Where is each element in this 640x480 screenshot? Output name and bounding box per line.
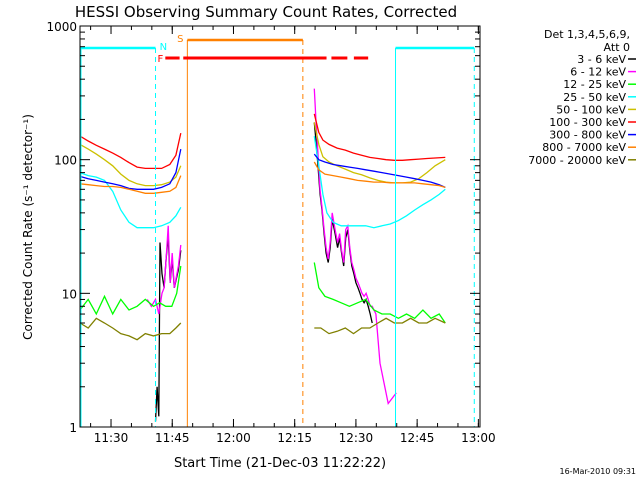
- series-line-3: [79, 171, 182, 229]
- x-axis-label: Start Time (21-Dec-03 11:22:22): [174, 456, 386, 471]
- y-tick-label: 100: [54, 154, 77, 168]
- series-line-7: [313, 161, 446, 189]
- legend-item-label: 3 - 6 keV: [577, 53, 626, 66]
- series-line-0: [154, 235, 182, 422]
- legend-header-line1: Det 1,3,4,5,6,9,: [544, 28, 630, 41]
- x-tick-label: 11:45: [155, 431, 190, 445]
- series-line-2: [79, 265, 182, 316]
- chart-title: HESSI Observing Summary Count Rates, Cor…: [75, 3, 457, 21]
- legend-header-line2: Att 0: [604, 41, 630, 54]
- plot-frame: [79, 25, 481, 428]
- legend-item-label: 100 - 300 keV: [549, 116, 626, 129]
- y-tick-label: 10: [62, 287, 77, 301]
- x-tick-label: 12:45: [400, 431, 435, 445]
- saa-flag-label: S: [177, 34, 183, 45]
- x-tick-label: 11:30: [94, 431, 129, 445]
- footer-date: 16-Mar-2010 09:31: [560, 467, 637, 476]
- series-line-7: [79, 175, 182, 194]
- legend-item-label: 12 - 25 keV: [563, 78, 626, 91]
- series-line-6: [313, 153, 446, 188]
- flare-flag-label: F: [158, 54, 164, 65]
- series-line-8: [314, 317, 446, 335]
- series-line-1: [313, 88, 397, 406]
- series-line-6: [79, 148, 182, 190]
- series-line-5: [79, 132, 182, 170]
- y-tick-label: 1000: [46, 20, 77, 34]
- series-line-2: [313, 262, 446, 324]
- legend-item-label: 7000 - 20000 keV: [528, 154, 626, 167]
- series-line-1: [146, 225, 182, 315]
- night-flag-label: N: [160, 42, 167, 53]
- y-axis-label: Corrected Count Rate (s⁻¹ detector⁻¹): [21, 114, 35, 340]
- x-tick-label: 13:00: [461, 431, 496, 445]
- series-line-4: [313, 122, 446, 184]
- x-tick-label: 12:15: [277, 431, 312, 445]
- series-line-5: [313, 113, 446, 161]
- legend-item-label: 800 - 7000 keV: [542, 141, 626, 154]
- series-line-3: [313, 136, 446, 229]
- legend-item-label: 25 - 50 keV: [563, 91, 626, 104]
- legend-item-label: 50 - 100 keV: [556, 103, 626, 116]
- series-line-4: [79, 143, 182, 187]
- legend-item-label: 6 - 12 keV: [570, 66, 626, 79]
- y-tick-label: 1: [69, 421, 77, 435]
- x-tick-label: 12:00: [216, 431, 251, 445]
- x-tick-label: 12:30: [339, 431, 374, 445]
- series-line-8: [79, 317, 182, 341]
- legend-item-label: 300 - 800 keV: [549, 129, 626, 142]
